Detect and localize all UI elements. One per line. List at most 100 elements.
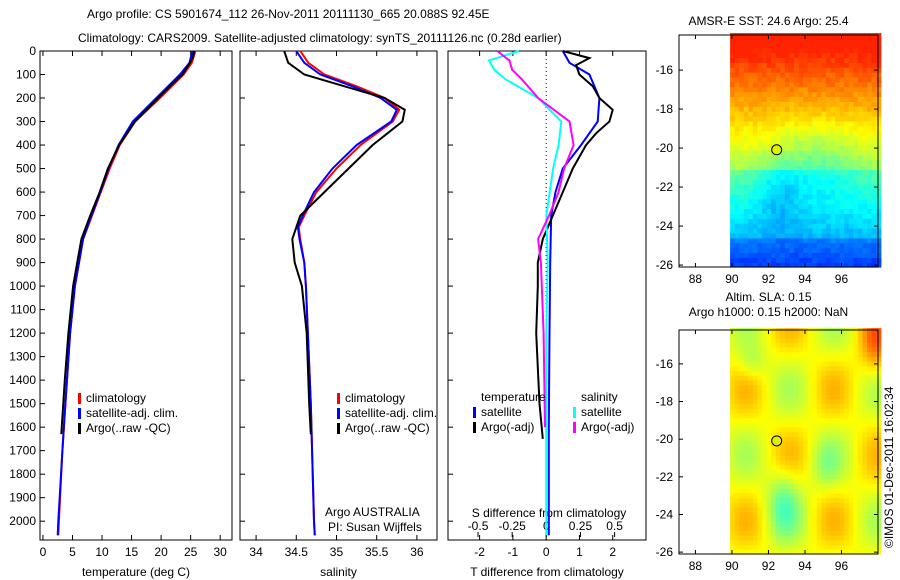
map-cell [876, 91, 882, 97]
map-cell [743, 516, 749, 522]
map-cell [739, 464, 745, 470]
map-cell [807, 42, 813, 49]
map-cell [853, 441, 859, 447]
map-cell [876, 525, 882, 532]
map-cell [862, 242, 868, 249]
map-cell [743, 535, 749, 541]
map-cell [743, 342, 749, 348]
map-cell [730, 530, 736, 536]
map-cell [748, 72, 754, 78]
map-cell [821, 464, 827, 470]
map-cell [752, 506, 759, 513]
map-cell [867, 525, 873, 532]
map-cell [826, 328, 832, 334]
map-cell [848, 218, 854, 224]
map-cell [862, 389, 868, 395]
map-cell [739, 101, 745, 107]
map-cell [775, 262, 781, 268]
map-cell [821, 455, 827, 461]
map-cell [798, 445, 804, 452]
map-cell [812, 426, 818, 433]
map-cell [771, 208, 777, 214]
map-cell [871, 337, 877, 343]
map-cell [789, 223, 795, 229]
map-cell [876, 72, 882, 78]
map-cell [730, 76, 736, 83]
map-cell [830, 159, 836, 166]
map-cell [734, 203, 740, 210]
map-cell [734, 506, 740, 513]
map-cell [734, 488, 740, 494]
x-tick-label: 96 [835, 559, 849, 573]
map-cell [835, 179, 841, 185]
map-cell [784, 33, 791, 39]
map-cell [771, 394, 777, 400]
map-cell [730, 223, 736, 229]
map-cell [816, 120, 822, 127]
map-cell [748, 154, 754, 161]
map-cell [771, 408, 777, 414]
map-cell [757, 464, 763, 470]
map-cell [743, 174, 749, 180]
map-cell [848, 213, 854, 219]
x-tick-label: 0 [543, 545, 550, 559]
map-cell [780, 483, 786, 489]
map-cell [857, 174, 864, 180]
legend-label: Argo(..raw -QC) [86, 421, 171, 435]
map-cell [816, 346, 822, 353]
map-cell [821, 384, 827, 390]
map-cell [835, 125, 841, 132]
map-cell [876, 198, 882, 205]
map-cell [734, 483, 740, 489]
map-cell [826, 257, 832, 263]
map-cell [794, 115, 800, 122]
map-cell [752, 67, 759, 73]
map-cell [844, 189, 850, 195]
map-cell [876, 33, 882, 39]
map-cell [821, 159, 827, 166]
map-cell [775, 346, 781, 353]
map-cell [812, 469, 818, 475]
map-cell [839, 169, 845, 175]
map-cell [784, 497, 791, 503]
map-cell [730, 232, 736, 239]
map-cell [752, 403, 759, 409]
map-cell [775, 101, 781, 107]
map-cell [762, 497, 768, 503]
map-cell [830, 179, 836, 185]
map-cell [835, 174, 841, 180]
map-cell [775, 86, 781, 93]
map-cell [766, 164, 772, 171]
map-cell [830, 33, 836, 39]
map-cell [780, 469, 786, 475]
map-cell [835, 361, 841, 367]
map-cell [826, 154, 832, 161]
map-cell [757, 436, 763, 442]
map-cell [730, 189, 736, 195]
map-cell [876, 365, 882, 372]
map-cell [762, 549, 768, 555]
map-cell [789, 478, 795, 484]
y-tick-label: 1600 [9, 420, 36, 434]
map-cell [807, 179, 813, 185]
map-cell [730, 412, 736, 419]
map-cell [839, 262, 845, 268]
map-cell [835, 379, 841, 386]
map-cell [857, 140, 864, 146]
map-cell [871, 62, 877, 68]
map-cell [803, 96, 809, 102]
map-cell [739, 342, 745, 348]
map-cell [853, 412, 859, 419]
map-cell [857, 389, 864, 395]
map-cell [839, 62, 845, 68]
map-cell [857, 72, 864, 78]
map-cell [835, 140, 841, 146]
map-cell [830, 213, 836, 219]
map-cell [780, 145, 786, 151]
map-cell [780, 492, 786, 499]
map-cell [730, 86, 736, 93]
map-cell [812, 96, 818, 102]
map-cell [812, 511, 818, 517]
map-cell [857, 431, 864, 437]
map-cell [775, 530, 781, 536]
